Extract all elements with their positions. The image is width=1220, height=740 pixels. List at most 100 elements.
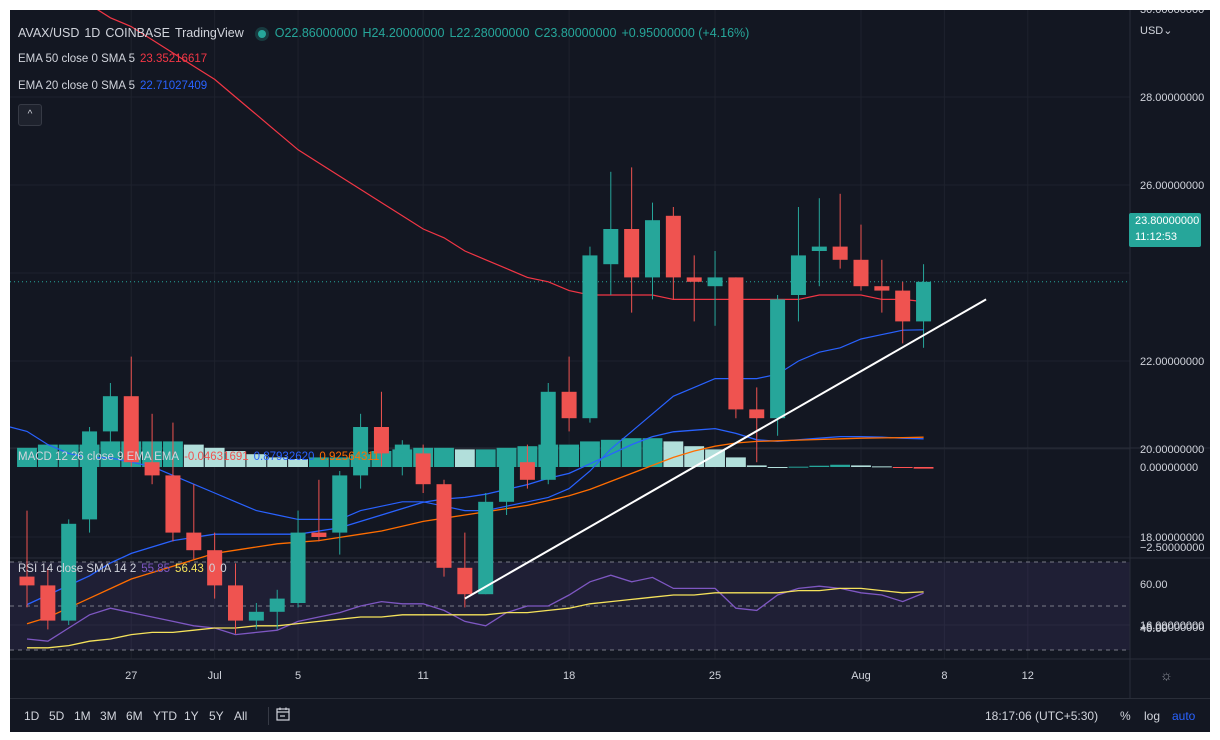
range-all-button[interactable]: All: [234, 709, 248, 723]
candles: [19, 167, 932, 634]
rsi-sma-value: 56.43: [175, 563, 204, 575]
rsi-label-0: 60.00: [1140, 579, 1168, 591]
candle-body-33: [707, 277, 723, 287]
candle-body-39: [832, 246, 848, 260]
macd-bar-29: [621, 438, 642, 467]
ema20-label[interactable]: EMA 20 close 0 SMA 5: [18, 80, 135, 92]
macd-bar-20: [434, 447, 454, 467]
candle-body-23: [499, 462, 515, 502]
interval-label[interactable]: 1D: [84, 26, 101, 40]
macd-signal-line: [26, 436, 924, 625]
range-1d-button[interactable]: 1D: [24, 709, 40, 723]
collapse-legend-button[interactable]: ^: [18, 104, 42, 126]
rsi-axis-labels: 60.00 40.00: [1140, 579, 1168, 635]
rsi-value: 55.85: [141, 563, 171, 575]
macd-bar-32: [684, 446, 705, 467]
candle-body-3: [82, 431, 98, 520]
change-value: +0.95000000 (+4.16%): [621, 26, 750, 40]
candle-body-25: [540, 391, 556, 480]
candle-body-26: [561, 391, 577, 419]
candle-body-31: [665, 215, 681, 278]
rsi-label[interactable]: RSI 14 close SMA 14 2: [18, 563, 137, 575]
macd-legend[interactable]: MACD 12 26 close 9 EMA EMA -0.04631691 0.8…: [18, 451, 384, 463]
time-label-3: 11: [417, 670, 428, 682]
last-price-badge: 23.80000000 11:12:53: [1129, 213, 1201, 247]
range-1m-button[interactable]: 1M: [74, 709, 91, 723]
range-1y-button[interactable]: 1Y: [184, 709, 199, 723]
date-range-icon[interactable]: [276, 707, 290, 724]
price-label-1: 28.00000000: [1140, 92, 1204, 104]
auto-toggle[interactable]: auto: [1172, 709, 1196, 723]
trendline[interactable]: [464, 298, 987, 600]
rsi-legend[interactable]: RSI 14 close SMA 14 2 55.85 56.43 0 0: [18, 563, 232, 575]
macd-bar-43: [913, 467, 934, 469]
candle-body-8: [186, 532, 202, 551]
candle-body-30: [645, 220, 660, 278]
source-label: TradingView: [174, 26, 244, 40]
candle-body-7: [165, 475, 181, 533]
range-3m-button[interactable]: 3M: [100, 709, 117, 723]
macd-bar-38: [809, 465, 830, 467]
macd-label-1: −2.50000000: [1140, 542, 1205, 554]
symbol-legend[interactable]: AVAX/USD 1D COINBASE TradingView O22.860000…: [18, 26, 754, 40]
macd-bar-1: [37, 444, 58, 467]
candle-body-32: [686, 277, 702, 282]
log-toggle[interactable]: log: [1144, 709, 1161, 723]
macd-bar-10: [225, 451, 246, 467]
chart-canvas[interactable]: 32.0000000030.0000000028.0000000026.0000…: [10, 10, 1210, 698]
candle-body-28: [603, 229, 619, 265]
macd-bar-15: [329, 457, 350, 467]
ema20-value: 22.71027409: [139, 80, 208, 92]
time-label-0: 27: [125, 670, 137, 682]
candle-body-21: [457, 567, 473, 595]
rsi-label-1: 40.00: [1140, 623, 1168, 635]
time-label-5: 25: [709, 670, 721, 682]
macd-histogram-value: -0.04631691: [184, 451, 249, 463]
rsi-sma-line: [27, 587, 924, 649]
macd-bar-33: [705, 449, 725, 467]
candle-body-37: [790, 255, 806, 295]
chevron-up-icon: ^: [27, 109, 33, 120]
macd-bar-41: [871, 466, 892, 468]
range-6m-button[interactable]: 6M: [126, 709, 143, 723]
candle-body-17: [373, 427, 389, 454]
macd-label-0: 0.00000000: [1140, 462, 1198, 474]
percent-toggle[interactable]: %: [1120, 709, 1131, 723]
macd-bar-28: [600, 439, 621, 467]
macd-label[interactable]: MACD 12 26 close 9 EMA EMA: [18, 451, 180, 463]
ema20-legend[interactable]: EMA 20 close 0 SMA 5 22.71027409: [18, 80, 212, 92]
macd-bar-0: [17, 447, 37, 467]
range-ytd-button[interactable]: YTD: [153, 709, 177, 723]
open-value: O22.86000000: [274, 26, 358, 40]
currency-selector[interactable]: USD⌄: [1140, 24, 1172, 37]
chevron-down-icon: ⌄: [1163, 25, 1173, 37]
macd-bar-22: [475, 449, 496, 467]
candle-body-14: [311, 532, 327, 537]
candle-body-4: [102, 396, 118, 432]
price-label-5: 20.00000000: [1140, 444, 1204, 456]
macd-bar-30: [642, 438, 663, 467]
range-5d-button[interactable]: 5D: [49, 709, 65, 723]
rsi-extra-1: 0: [208, 563, 216, 575]
symbol-name[interactable]: AVAX/USD: [18, 26, 80, 40]
rsi-level-lines: [10, 561, 1130, 651]
macd-label-2: −5.00000000: [1140, 622, 1205, 634]
macd-bar-42: [892, 467, 913, 468]
clock-timezone[interactable]: 18:17:06 (UTC+5:30): [985, 709, 1099, 723]
bottom-toolbar: 1D 5D 1M 3M 6M YTD 1Y 5Y All 18:17:06 (U…: [10, 698, 1210, 732]
macd-value: 0.87932620: [253, 451, 315, 463]
ema50-legend[interactable]: EMA 50 close 0 SMA 5 23.35216617: [18, 53, 212, 65]
macd-bar-26: [559, 444, 580, 467]
high-value: H24.20000000: [362, 26, 445, 40]
candle-body-22: [478, 501, 494, 595]
macd-bar-34: [725, 457, 746, 467]
macd-bar-12: [267, 457, 288, 467]
range-5y-button[interactable]: 5Y: [209, 709, 224, 723]
candle-body-20: [436, 484, 452, 568]
exchange-label: COINBASE: [105, 26, 170, 40]
ema50-label[interactable]: EMA 50 close 0 SMA 5: [18, 53, 135, 65]
gear-icon[interactable]: ☼: [1160, 667, 1173, 683]
candle-body-9: [207, 550, 223, 586]
bar-countdown: 11:12:53: [1135, 231, 1178, 243]
macd-bar-21: [454, 449, 475, 467]
